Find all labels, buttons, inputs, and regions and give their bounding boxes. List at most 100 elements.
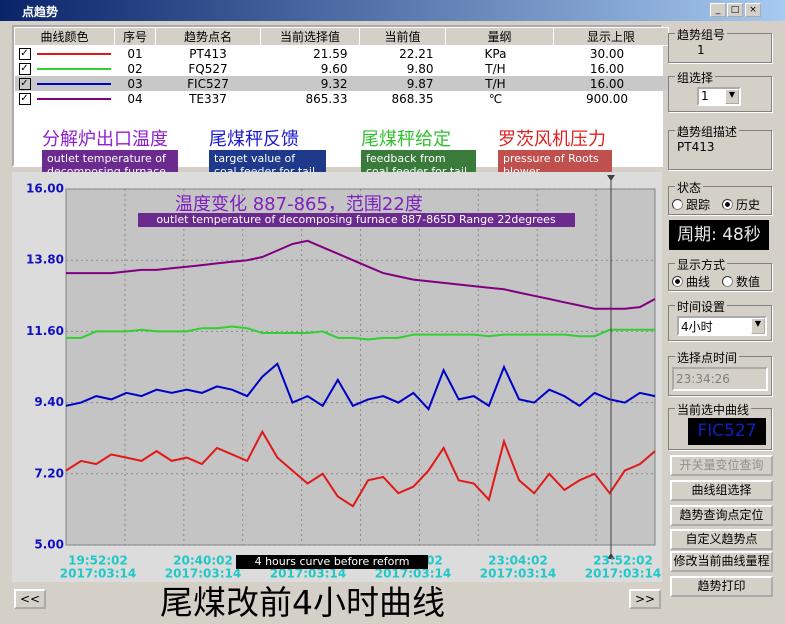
radio[interactable]: 历史 — [722, 196, 760, 213]
cell: T/H — [485, 76, 506, 91]
cell: FIC527 — [187, 76, 229, 91]
y-tick-label: 16.00 — [26, 182, 64, 196]
row: ✓ 02 FQ527 9.60 9.80 T/H 16.00 — [15, 61, 669, 76]
cell: 9.60 — [320, 61, 348, 76]
value: PT413 — [677, 140, 715, 154]
chart-annotation: 温度变化 887-865，范围22度 — [175, 194, 423, 215]
radio[interactable]: 跟踪 — [672, 196, 710, 213]
group: 选择点时间 23:34:26 — [668, 349, 772, 396]
cell: 03 — [127, 76, 143, 91]
cell: ✓ — [15, 76, 115, 91]
series-line — [65, 362, 656, 411]
table-box: 曲线颜色 序号 趋势点名 当前选择值 当前值 量纲 显示上限 ✓ 01 PT413 21.59 22.… — [12, 25, 669, 182]
button[interactable]: 自定义趋势点 — [670, 529, 773, 550]
note-bg — [236, 555, 428, 569]
cell: PT413 — [189, 46, 227, 61]
nav-button[interactable]: << — [14, 589, 46, 609]
series-line — [66, 239, 656, 310]
edit: 23:34:26 — [672, 367, 768, 391]
checkbox[interactable]: ✓ — [18, 93, 31, 105]
cell: 865.33 — [305, 91, 348, 106]
header-row: 曲线颜色 序号 趋势点名 当前选择值 当前值 量纲 显示上限 — [14, 27, 669, 46]
cell: 900.00 — [586, 91, 628, 106]
cell: 30.00 — [589, 46, 625, 61]
cell: TE337 — [189, 91, 227, 106]
cell: ✓ — [15, 91, 115, 106]
cell: 01 — [127, 46, 143, 61]
cell: 868.35 — [391, 91, 434, 106]
window-title: 点趋势 — [22, 5, 59, 19]
title-bar: 点趋势 — [0, 0, 785, 21]
window-button[interactable]: _ — [710, 3, 726, 17]
x-tick-label: 23:52:02 — [593, 554, 653, 568]
combo[interactable]: 4小时 ▼ — [677, 316, 767, 336]
value: 1 — [701, 89, 709, 103]
table: 曲线颜色 序号 趋势点名 当前选择值 当前值 量纲 显示上限 ✓ 01 PT413 21.59 22.… — [14, 27, 669, 106]
x-tick-label: 2017:03:14 — [270, 567, 346, 581]
y-tick-label: 5.00 — [34, 538, 64, 552]
cell: 9.80 — [406, 61, 434, 76]
option: 历史 — [736, 198, 761, 212]
x-tick-label: 2017:03:14 — [375, 567, 451, 581]
label: 趋势组描述 — [675, 123, 740, 140]
button[interactable]: 趋势打印 — [670, 576, 773, 597]
x-tick-label: 2017:03:14 — [480, 567, 556, 581]
period: 周期: 48秒 — [669, 220, 769, 250]
chart-annotation: outlet temperature of decomposing furnac… — [156, 213, 556, 226]
option: 跟踪 — [686, 198, 711, 212]
cell: T/H — [485, 61, 506, 76]
cell: ✓ — [15, 61, 115, 76]
y-tick-label: 13.80 — [26, 253, 64, 267]
header-cell: 显示上限 — [553, 27, 669, 46]
window-button[interactable]: □ — [727, 3, 743, 17]
cell: ℃ — [488, 91, 503, 106]
cell: 04 — [127, 91, 143, 106]
chart: 5.007.209.4011.6013.8016.0019:52:022017:… — [12, 172, 662, 582]
x-tick-label: 20:40:02 — [173, 554, 233, 568]
button[interactable]: 开关量变位查询 — [670, 455, 773, 476]
header-cell: 当前选择值 — [260, 27, 360, 46]
caption: 尾煤改前4小时曲线 — [160, 583, 445, 622]
chart-annotation: 4 hours curve before reform — [255, 555, 410, 568]
button[interactable]: 修改当前曲线量程 — [670, 551, 773, 572]
cell: 16.00 — [589, 61, 625, 76]
note-bg — [138, 213, 575, 227]
annotation-label: 罗茨风机压力 — [498, 129, 606, 150]
annotation-label: 分解炉出口温度 — [42, 129, 168, 150]
button[interactable]: 趋势查询点定位 — [670, 505, 773, 526]
row: ✓ 03 FIC527 9.32 9.87 T/H 16.00 — [14, 76, 669, 91]
color-line — [36, 83, 111, 85]
label: 趋势组号 — [675, 26, 728, 43]
value: 4小时 — [681, 320, 713, 334]
cell: 9.32 — [320, 76, 348, 91]
combo[interactable]: 1 ▼ — [697, 87, 741, 106]
value: 1 — [697, 43, 705, 57]
label: 当前选中曲线 — [675, 401, 752, 418]
group: 趋势组描述 PT413 — [668, 123, 772, 170]
option: 曲线 — [686, 275, 711, 289]
window-button[interactable]: × — [745, 3, 761, 17]
cell: 9.87 — [406, 76, 434, 91]
cell: ✓ — [15, 46, 115, 62]
nav-button[interactable]: >> — [629, 589, 661, 609]
checkbox[interactable]: ✓ — [18, 78, 31, 90]
button[interactable]: 曲线组选择 — [670, 480, 773, 501]
group: 时间设置 4小时 ▼ — [668, 298, 772, 341]
cell: 21.59 — [313, 46, 348, 61]
label: 显示方式 — [675, 256, 728, 273]
radio[interactable]: 数值 — [722, 273, 760, 290]
checkbox[interactable]: ✓ — [18, 63, 31, 75]
cell: 16.00 — [589, 76, 625, 91]
x-tick-label: 2017:03:14 — [165, 567, 241, 581]
label: 状态 — [675, 179, 704, 196]
y-tick-label: 9.40 — [34, 395, 64, 409]
row: ✓ 01 PT413 21.59 22.21 KPa 30.00 — [15, 46, 669, 62]
radio[interactable]: 曲线 — [672, 273, 710, 290]
option: 数值 — [736, 275, 761, 289]
checkbox[interactable]: ✓ — [18, 48, 31, 60]
y-tick-label: 7.20 — [34, 466, 64, 480]
group: 当前选中曲线 FIC527 — [668, 401, 772, 450]
color-line — [36, 98, 111, 100]
cell: KPa — [484, 46, 507, 61]
annotations: 分解炉出口温度 outlet temperature of decomposing… — [14, 125, 661, 182]
